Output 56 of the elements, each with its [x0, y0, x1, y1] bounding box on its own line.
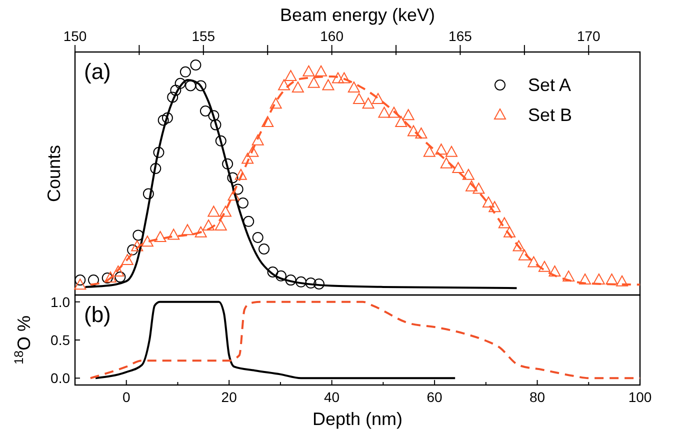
- x2-tick-label: 165: [448, 28, 472, 44]
- x-tick-label: 80: [529, 389, 546, 405]
- x2-tick-label: 150: [63, 28, 87, 44]
- point: [252, 232, 264, 243]
- point: [167, 92, 178, 103]
- point: [74, 274, 86, 286]
- point: [190, 60, 202, 70]
- x-tick-label: 60: [426, 389, 443, 405]
- y-axis-title: Counts: [44, 144, 64, 202]
- point: [210, 119, 222, 130]
- legend-label: Set A: [528, 75, 572, 95]
- point: [150, 163, 162, 174]
- point: [305, 278, 316, 289]
- legend-label: Set B: [528, 105, 572, 125]
- point: [132, 230, 144, 241]
- point: [275, 270, 286, 282]
- point: [215, 135, 226, 146]
- point: [267, 266, 278, 278]
- point: [114, 272, 126, 283]
- point: [170, 84, 182, 96]
- y-tick-label: 1.0: [50, 294, 70, 310]
- y-tick-label: 0.5: [50, 332, 70, 348]
- x-axis-title: Depth (nm): [312, 409, 403, 429]
- point: [180, 66, 191, 78]
- point: [285, 274, 296, 286]
- x-tick-label: 20: [221, 389, 238, 405]
- point: [153, 146, 164, 158]
- point: [185, 80, 196, 92]
- point: [237, 198, 248, 208]
- point: [227, 172, 238, 184]
- x-tick-label: 100: [628, 389, 652, 405]
- y-tick-label: 0.0: [50, 370, 70, 386]
- point: [158, 114, 169, 126]
- point: [142, 188, 154, 200]
- point: [222, 158, 234, 170]
- annotation: (a): [84, 59, 111, 84]
- x-tick-label: 40: [324, 389, 340, 405]
- point: [258, 244, 270, 254]
- point: [162, 112, 173, 124]
- point: [200, 106, 211, 116]
- x-tick-label: 0: [122, 389, 130, 405]
- point: [208, 110, 220, 122]
- point: [127, 244, 138, 256]
- point: [195, 80, 206, 92]
- point: [88, 274, 99, 286]
- annotation: (b): [84, 302, 111, 327]
- point: [102, 272, 113, 284]
- point: [243, 216, 254, 227]
- point: [313, 278, 324, 290]
- x2-tick-label: 170: [576, 28, 601, 44]
- point: [296, 276, 306, 288]
- x2-tick-label: 155: [192, 28, 216, 44]
- x2-axis-title: Beam energy (keV): [280, 5, 436, 25]
- x2-tick-label: 160: [320, 28, 344, 44]
- point: [174, 78, 186, 89]
- point: [232, 184, 244, 195]
